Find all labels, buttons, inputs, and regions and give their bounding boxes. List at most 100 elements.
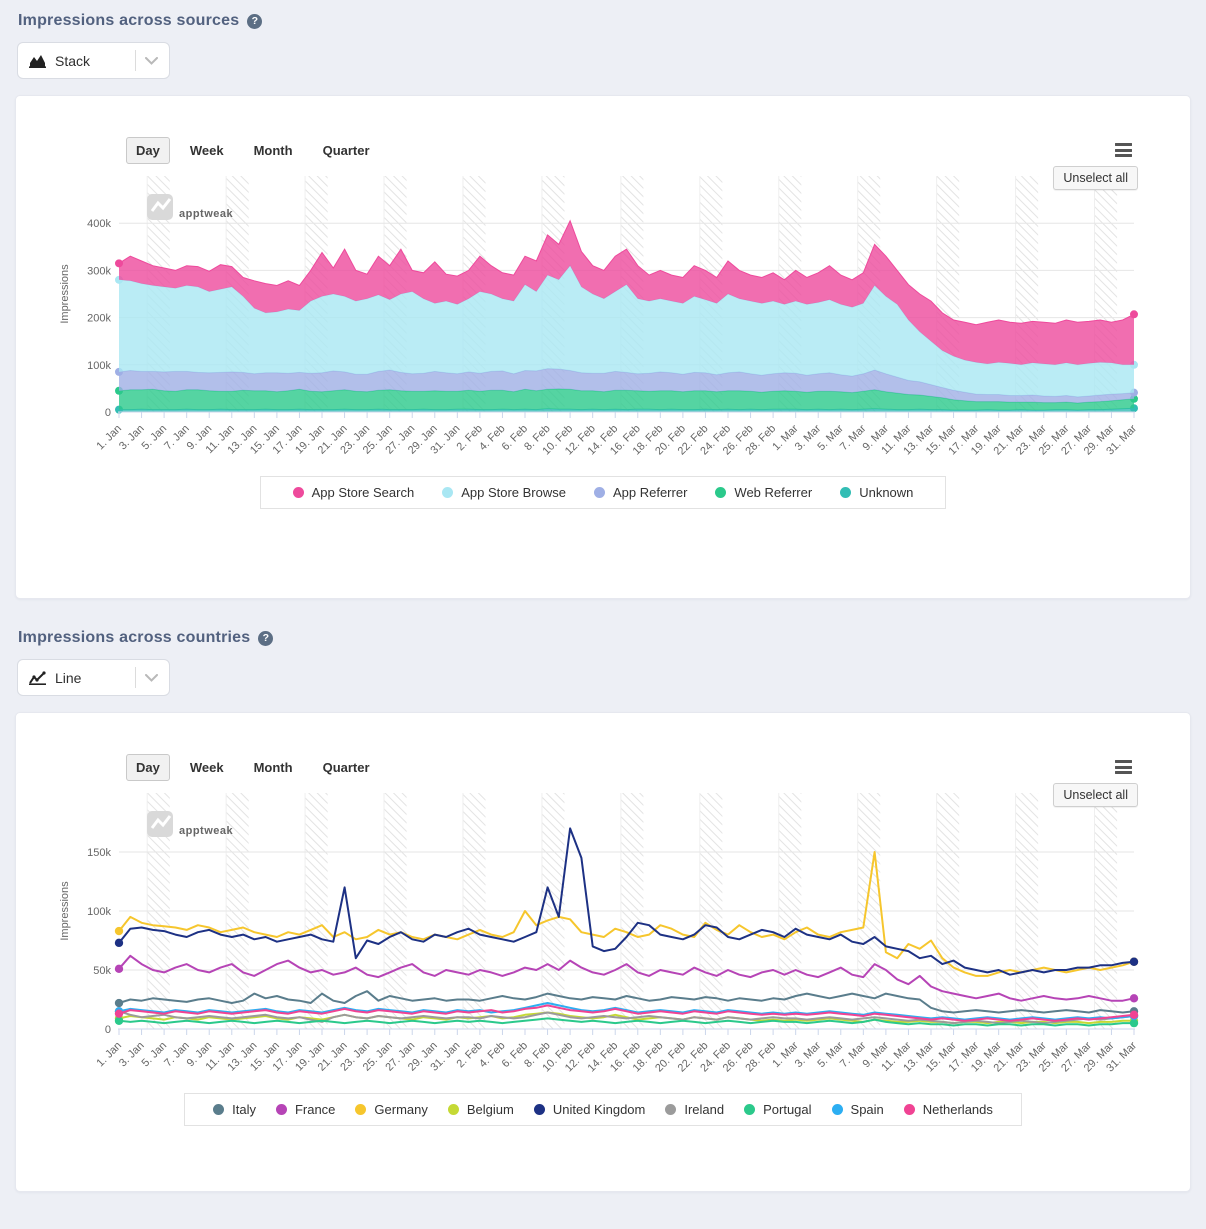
legend-marker xyxy=(533,1104,545,1115)
granularity-tabs: Day Week Month Quarter xyxy=(126,136,380,164)
granularity-tabs: Day Week Month Quarter xyxy=(126,753,380,781)
legend-marker xyxy=(213,1104,225,1115)
line-italy[interactable] xyxy=(118,990,1135,1014)
unselect-all-button[interactable]: Unselect all xyxy=(1053,783,1138,807)
area-border xyxy=(118,219,1135,326)
series-endpoint-marker[interactable] xyxy=(1130,310,1138,319)
legend-item-belgium[interactable]: Belgium xyxy=(447,1102,514,1117)
tab-month[interactable]: Month xyxy=(244,137,303,164)
legend-marker xyxy=(355,1104,367,1115)
tab-week[interactable]: Week xyxy=(180,137,234,164)
unselect-all-button[interactable]: Unselect all xyxy=(1053,166,1138,190)
tab-day[interactable]: Day xyxy=(126,753,170,781)
area-app-store-browse[interactable] xyxy=(119,265,1134,397)
tab-day[interactable]: Day xyxy=(126,136,170,164)
chart-type-dropdown-stack[interactable]: Stack xyxy=(17,42,170,79)
apptweak-watermark: apptweak xyxy=(147,811,234,837)
legend-item-app-store-browse[interactable]: App Store Browse xyxy=(442,485,566,500)
legend-marker xyxy=(275,1104,287,1115)
countries-section: Impressions across countries ? Line Day … xyxy=(15,629,1191,1192)
countries-section-title: Impressions across countries xyxy=(18,629,251,646)
legend-marker xyxy=(593,487,605,498)
series-endpoint-marker[interactable] xyxy=(114,1009,124,1018)
legend-label: Unknown xyxy=(859,485,914,500)
y-tick-label: 400k xyxy=(87,218,111,230)
line-spain[interactable] xyxy=(118,1002,1135,1021)
legend-label: Ireland xyxy=(684,1102,725,1117)
legend-marker xyxy=(292,487,304,498)
area-app-referrer[interactable] xyxy=(119,368,1134,403)
legend-item-app-referrer[interactable]: App Referrer xyxy=(593,485,688,500)
legend-label: Belgium xyxy=(466,1102,514,1117)
legend-item-netherlands[interactable]: Netherlands xyxy=(903,1102,993,1117)
svg-text:apptweak: apptweak xyxy=(179,825,234,837)
legend-item-spain[interactable]: Spain xyxy=(831,1102,884,1117)
line-netherlands[interactable] xyxy=(118,1004,1135,1022)
area-chart-icon xyxy=(29,54,46,68)
countries-section-header: Impressions across countries ? xyxy=(18,629,1191,647)
area-web-referrer[interactable] xyxy=(119,388,1134,411)
legend-item-italy[interactable]: Italy xyxy=(213,1102,256,1117)
legend-item-web-referrer[interactable]: Web Referrer xyxy=(715,485,812,500)
legend-item-germany[interactable]: Germany xyxy=(355,1102,428,1117)
series-endpoint-marker[interactable] xyxy=(1129,957,1139,966)
legend-marker xyxy=(442,487,454,498)
series-endpoint-marker[interactable] xyxy=(114,964,124,974)
series-endpoint-marker[interactable] xyxy=(114,938,124,948)
legend-label: Portugal xyxy=(763,1102,812,1117)
tab-week[interactable]: Week xyxy=(180,754,234,781)
series-endpoint-marker[interactable] xyxy=(114,1016,124,1025)
legend-label: App Referrer xyxy=(612,485,688,500)
chevron-down-icon xyxy=(145,56,158,65)
legend-marker xyxy=(840,487,852,498)
sources-section: Impressions across sources ? Stack Day W… xyxy=(15,12,1191,599)
menu-icon[interactable] xyxy=(1112,755,1135,780)
legend-label: Web Referrer xyxy=(734,485,813,500)
line-portugal[interactable] xyxy=(118,1017,1134,1027)
help-icon[interactable]: ? xyxy=(258,630,274,646)
tab-month[interactable]: Month xyxy=(244,754,303,781)
y-tick-label: 100k xyxy=(87,906,111,918)
series-endpoint-marker[interactable] xyxy=(115,259,123,268)
line-ireland[interactable] xyxy=(118,1010,1135,1025)
countries-legend: Italy France Germany Belgium United Kingdom I… xyxy=(184,1093,1022,1126)
tab-quarter[interactable]: Quarter xyxy=(313,137,380,164)
chart-type-dropdown-line[interactable]: Line xyxy=(17,659,170,696)
legend-label: Italy xyxy=(232,1102,256,1117)
y-axis-title: Impressions xyxy=(59,264,71,324)
line-france[interactable] xyxy=(118,954,1135,1002)
legend-item-united-kingdom[interactable]: United Kingdom xyxy=(533,1102,645,1117)
series-endpoint-marker[interactable] xyxy=(114,926,124,936)
legend-marker xyxy=(903,1104,915,1115)
series-endpoint-marker[interactable] xyxy=(114,998,124,1008)
sources-chart-card: Day Week Month Quarter Unselect all appt… xyxy=(15,95,1191,599)
sources-legend: App Store Search App Store Browse App Refe… xyxy=(259,476,947,509)
legend-marker xyxy=(665,1104,677,1115)
legend-marker xyxy=(715,487,727,498)
apptweak-watermark: apptweak xyxy=(147,194,233,220)
series-endpoint-marker[interactable] xyxy=(1129,1010,1139,1020)
legend-item-app-store-search[interactable]: App Store Search xyxy=(292,485,414,500)
y-tick-label: 0 xyxy=(105,407,111,419)
line-united-kingdom[interactable] xyxy=(118,827,1135,976)
sources-section-title: Impressions across sources xyxy=(18,12,240,29)
series-endpoint-marker[interactable] xyxy=(1129,1018,1139,1028)
series-endpoint-marker[interactable] xyxy=(1129,994,1139,1003)
menu-icon[interactable] xyxy=(1112,138,1135,163)
area-app-store-search[interactable] xyxy=(119,220,1134,365)
countries-chart-toolbar: Day Week Month Quarter xyxy=(16,753,1190,781)
help-icon[interactable]: ? xyxy=(247,13,263,29)
tab-quarter[interactable]: Quarter xyxy=(313,754,380,781)
y-tick-label: 150k xyxy=(87,847,111,859)
legend-item-ireland[interactable]: Ireland xyxy=(665,1102,724,1117)
legend-item-france[interactable]: France xyxy=(275,1102,335,1117)
legend-item-unknown[interactable]: Unknown xyxy=(840,485,913,500)
y-axis-title: Impressions xyxy=(59,881,71,941)
line-germany[interactable] xyxy=(118,851,1135,977)
y-tick-label: 300k xyxy=(87,265,111,277)
legend-item-portugal[interactable]: Portugal xyxy=(744,1102,812,1117)
legend-label: Germany xyxy=(374,1102,428,1117)
